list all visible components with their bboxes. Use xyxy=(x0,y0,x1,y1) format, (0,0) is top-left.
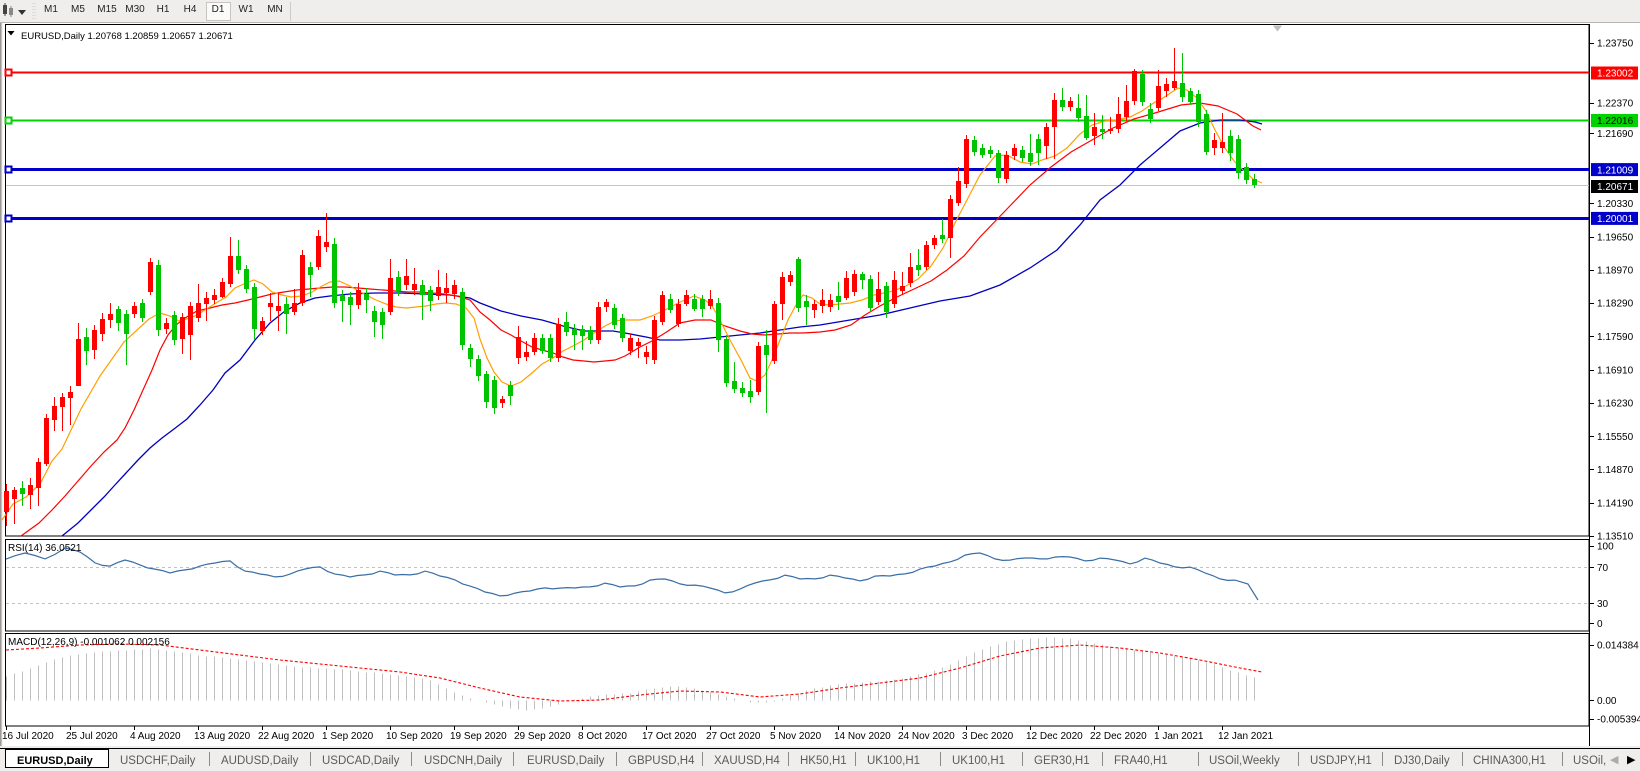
svg-text:1.17590: 1.17590 xyxy=(1597,332,1634,343)
svg-text:0: 0 xyxy=(1597,619,1603,630)
svg-text:22 Dec 2020: 22 Dec 2020 xyxy=(1090,731,1147,742)
svg-text:EURUSD,Daily 1.20768 1.20859: EURUSD,Daily 1.20768 1.20859 1.20657 1.2… xyxy=(21,31,233,42)
svg-text:19 Sep 2020: 19 Sep 2020 xyxy=(450,731,507,742)
svg-text:16 Jul 2020: 16 Jul 2020 xyxy=(2,731,54,742)
svg-text:8 Oct 2020: 8 Oct 2020 xyxy=(578,731,627,742)
svg-text:1 Sep 2020: 1 Sep 2020 xyxy=(322,731,374,742)
svg-text:0.014384: 0.014384 xyxy=(1597,641,1639,652)
svg-text:1.22016: 1.22016 xyxy=(1597,116,1634,127)
svg-text:1.19650: 1.19650 xyxy=(1597,233,1634,244)
svg-text:1.20330: 1.20330 xyxy=(1597,199,1634,210)
svg-text:1.21690: 1.21690 xyxy=(1597,129,1634,140)
svg-text:10 Sep 2020: 10 Sep 2020 xyxy=(386,731,443,742)
svg-text:1.23750: 1.23750 xyxy=(1597,39,1634,50)
svg-text:0.00: 0.00 xyxy=(1597,696,1617,707)
svg-text:13 Aug 2020: 13 Aug 2020 xyxy=(194,731,251,742)
svg-text:1.23002: 1.23002 xyxy=(1597,69,1634,80)
svg-text:27 Oct 2020: 27 Oct 2020 xyxy=(706,731,761,742)
svg-text:1.14190: 1.14190 xyxy=(1597,499,1634,510)
svg-text:12 Dec 2020: 12 Dec 2020 xyxy=(1026,731,1083,742)
svg-text:1.15550: 1.15550 xyxy=(1597,432,1634,443)
svg-text:4 Aug 2020: 4 Aug 2020 xyxy=(130,731,181,742)
svg-text:-0.005394: -0.005394 xyxy=(1597,715,1640,726)
svg-text:3 Dec 2020: 3 Dec 2020 xyxy=(962,731,1014,742)
svg-text:29 Sep 2020: 29 Sep 2020 xyxy=(514,731,571,742)
svg-text:30: 30 xyxy=(1597,599,1609,610)
svg-text:1.22370: 1.22370 xyxy=(1597,99,1634,110)
svg-text:MACD(12,26,9) -0.001062 0.0021: MACD(12,26,9) -0.001062 0.002156 xyxy=(8,637,170,648)
svg-text:1 Jan 2021: 1 Jan 2021 xyxy=(1154,731,1204,742)
svg-text:25 Jul 2020: 25 Jul 2020 xyxy=(66,731,118,742)
svg-text:12 Jan 2021: 12 Jan 2021 xyxy=(1218,731,1273,742)
svg-text:100: 100 xyxy=(1597,542,1614,553)
svg-text:70: 70 xyxy=(1597,563,1609,574)
svg-text:14 Nov 2020: 14 Nov 2020 xyxy=(834,731,891,742)
svg-text:1.20001: 1.20001 xyxy=(1597,214,1634,225)
svg-text:1.18290: 1.18290 xyxy=(1597,299,1634,310)
svg-text:1.14870: 1.14870 xyxy=(1597,465,1634,476)
svg-text:1.20671: 1.20671 xyxy=(1597,182,1634,193)
svg-text:5 Nov 2020: 5 Nov 2020 xyxy=(770,731,822,742)
svg-text:1.18970: 1.18970 xyxy=(1597,266,1634,277)
svg-text:17 Oct 2020: 17 Oct 2020 xyxy=(642,731,697,742)
svg-text:1.13510: 1.13510 xyxy=(1597,532,1634,543)
svg-text:RSI(14) 36.0521: RSI(14) 36.0521 xyxy=(8,543,82,554)
svg-text:1.16910: 1.16910 xyxy=(1597,366,1634,377)
svg-text:22 Aug 2020: 22 Aug 2020 xyxy=(258,731,315,742)
svg-text:24 Nov 2020: 24 Nov 2020 xyxy=(898,731,955,742)
svg-text:1.21009: 1.21009 xyxy=(1597,165,1634,176)
svg-text:1.16230: 1.16230 xyxy=(1597,399,1634,410)
